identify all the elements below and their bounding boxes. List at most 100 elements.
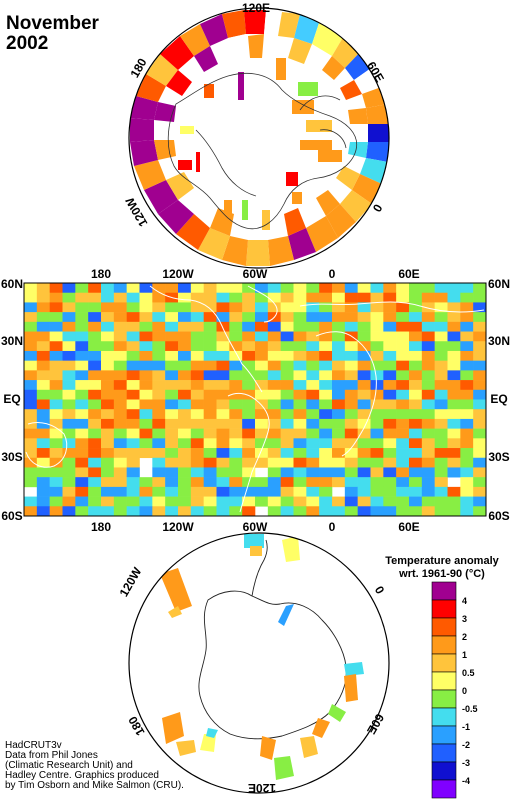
anomaly-cell [409, 380, 423, 391]
anomaly-cell [460, 380, 474, 391]
anomaly-cell [383, 467, 397, 478]
anomaly-cell [267, 380, 281, 391]
anomaly-cell [434, 428, 448, 439]
anomaly-cell [139, 389, 153, 400]
anomaly-cell [203, 477, 217, 488]
anomaly-cell [396, 312, 410, 323]
anomaly-cell [203, 292, 217, 303]
anomaly-cell [306, 380, 320, 391]
anomaly-cell [370, 399, 384, 410]
anomaly-cell [267, 370, 281, 381]
anomaly-cell [280, 350, 294, 361]
anomaly-cell [280, 380, 294, 391]
anomaly-cell [190, 418, 204, 429]
coastline-australia [25, 421, 68, 468]
anomaly-cell [267, 302, 281, 313]
anomaly-cell [383, 418, 397, 429]
anomaly-cell [396, 506, 410, 516]
anomaly-cell [139, 399, 153, 410]
anomaly-cell [306, 341, 320, 352]
north-polar-map: 120E 60E 0 120W 180 [122, 1, 390, 269]
anomaly-cell [88, 389, 102, 400]
anomaly-cell [255, 418, 269, 429]
north-cell [332, 34, 362, 68]
anomaly-cell [49, 409, 63, 420]
anomaly-cell [409, 312, 423, 323]
anomaly-cell [383, 331, 397, 342]
anomaly-cell [319, 341, 333, 352]
anomaly-cell [36, 428, 50, 439]
anomaly-cell [344, 321, 358, 332]
anomaly-cell [75, 477, 89, 488]
anomaly-cell [370, 331, 384, 342]
anomaly-cell [332, 496, 346, 507]
north-cell [158, 200, 194, 234]
anomaly-cell [293, 477, 307, 488]
anomaly-cell [344, 283, 358, 294]
anomaly-cell [280, 399, 294, 410]
anomaly-cell [421, 331, 435, 342]
anomaly-cell [370, 350, 384, 361]
anomaly-cell [152, 331, 166, 342]
anomaly-cell [267, 486, 281, 497]
anomaly-cell [293, 302, 307, 313]
anomaly-cell [216, 312, 230, 323]
anomaly-cell [229, 331, 243, 342]
anomaly-cell [409, 321, 423, 332]
anomaly-cell [267, 292, 281, 303]
anomaly-cell [190, 399, 204, 410]
anomaly-cell [178, 399, 192, 410]
anomaly-cell [190, 506, 204, 516]
anomaly-cell [473, 399, 486, 410]
anomaly-cell [357, 399, 371, 410]
anomaly-cell [101, 448, 115, 459]
anomaly-cell [357, 457, 371, 468]
anomaly-cell [165, 331, 179, 342]
anomaly-cell [242, 302, 256, 313]
anomaly-cell [267, 360, 281, 371]
anomaly-cell [152, 292, 166, 303]
anomaly-cell [460, 477, 474, 488]
anomaly-cell [101, 292, 115, 303]
anomaly-cell [62, 418, 76, 429]
anomaly-cell [113, 292, 127, 303]
anomaly-cell [62, 350, 76, 361]
anomaly-cell [49, 496, 63, 507]
anomaly-cell [36, 467, 50, 478]
anomaly-cell [139, 283, 153, 294]
anomaly-cell [126, 302, 140, 313]
anomaly-cell [319, 477, 333, 488]
anomaly-cell [101, 486, 115, 497]
anomaly-cell [434, 506, 448, 516]
anomaly-cell [460, 389, 474, 400]
anomaly-cell [139, 409, 153, 420]
anomaly-cell [190, 467, 204, 478]
anomaly-cell [165, 506, 179, 516]
anomaly-cell [396, 438, 410, 449]
anomaly-cell [101, 506, 115, 516]
anomaly-cell [383, 457, 397, 468]
anomaly-cell [255, 448, 269, 459]
anomaly-cell [178, 448, 192, 459]
anomaly-cell [49, 457, 63, 468]
anomaly-cell [267, 409, 281, 420]
anomaly-cell [344, 496, 358, 507]
anomaly-cell [280, 283, 294, 294]
anomaly-cell [370, 302, 384, 313]
anomaly-cell [24, 457, 38, 468]
anomaly-cell [190, 302, 204, 313]
anomaly-cell [332, 506, 346, 516]
anomaly-cell [190, 292, 204, 303]
anomaly-cell [344, 457, 358, 468]
anomaly-cell [62, 302, 76, 313]
anomaly-cell [113, 467, 127, 478]
anomaly-cell [101, 370, 115, 381]
anomaly-cell [447, 360, 461, 371]
anomaly-cell [357, 409, 371, 420]
anomaly-cell [332, 438, 346, 449]
north-cell [336, 166, 360, 190]
anomaly-cell [242, 331, 256, 342]
anomaly-cell [293, 389, 307, 400]
anomaly-cell [473, 467, 486, 478]
anomaly-cell [203, 467, 217, 478]
